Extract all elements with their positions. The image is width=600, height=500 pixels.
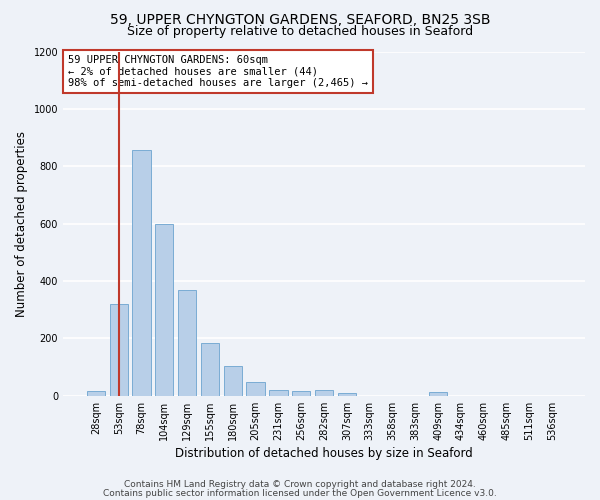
Bar [247,382,265,396]
Text: Contains public sector information licensed under the Open Government Licence v3: Contains public sector information licen… [103,488,497,498]
Bar [178,290,196,396]
Text: 59, UPPER CHYNGTON GARDENS, SEAFORD, BN25 3SB: 59, UPPER CHYNGTON GARDENS, SEAFORD, BN2… [110,12,490,26]
Bar [429,392,447,396]
Bar [269,390,287,396]
Text: 59 UPPER CHYNGTON GARDENS: 60sqm
← 2% of detached houses are smaller (44)
98% of: 59 UPPER CHYNGTON GARDENS: 60sqm ← 2% of… [68,55,368,88]
X-axis label: Distribution of detached houses by size in Seaford: Distribution of detached houses by size … [175,447,473,460]
Text: Size of property relative to detached houses in Seaford: Size of property relative to detached ho… [127,25,473,38]
Y-axis label: Number of detached properties: Number of detached properties [15,130,28,316]
Bar [87,390,105,396]
Bar [315,390,333,396]
Bar [133,150,151,396]
Bar [155,224,173,396]
Bar [110,304,128,396]
Bar [338,393,356,396]
Bar [224,366,242,396]
Bar [201,342,219,396]
Bar [292,390,310,396]
Text: Contains HM Land Registry data © Crown copyright and database right 2024.: Contains HM Land Registry data © Crown c… [124,480,476,489]
